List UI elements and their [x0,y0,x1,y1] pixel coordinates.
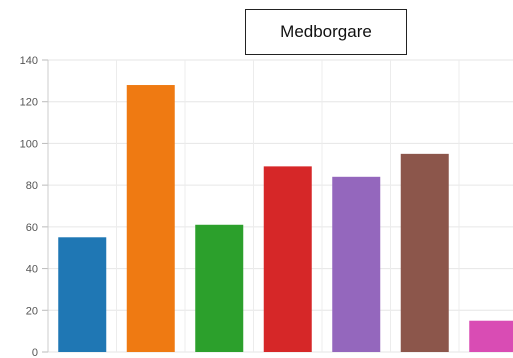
bar-layer [58,85,513,353]
legend-label: Medborgare [280,22,372,41]
y-tick-label: 40 [26,264,38,276]
bar [263,166,312,352]
axis-layer: 0 20 40 60 80 100 120 140 [20,55,49,358]
bar [195,224,244,352]
y-tick-label: 120 [20,97,38,109]
y-tick-label: 100 [20,138,38,150]
y-tick-label: 20 [26,305,38,317]
bar [332,176,381,352]
bar [58,237,107,352]
y-tick-label: 80 [26,180,38,192]
bar [469,320,513,352]
legend-box: Medborgare [245,9,407,55]
y-tick-label: 0 [32,347,38,358]
y-tick-label: 140 [20,55,38,67]
bar [400,153,449,352]
bar [126,85,175,353]
y-tick-label: 60 [26,222,38,234]
